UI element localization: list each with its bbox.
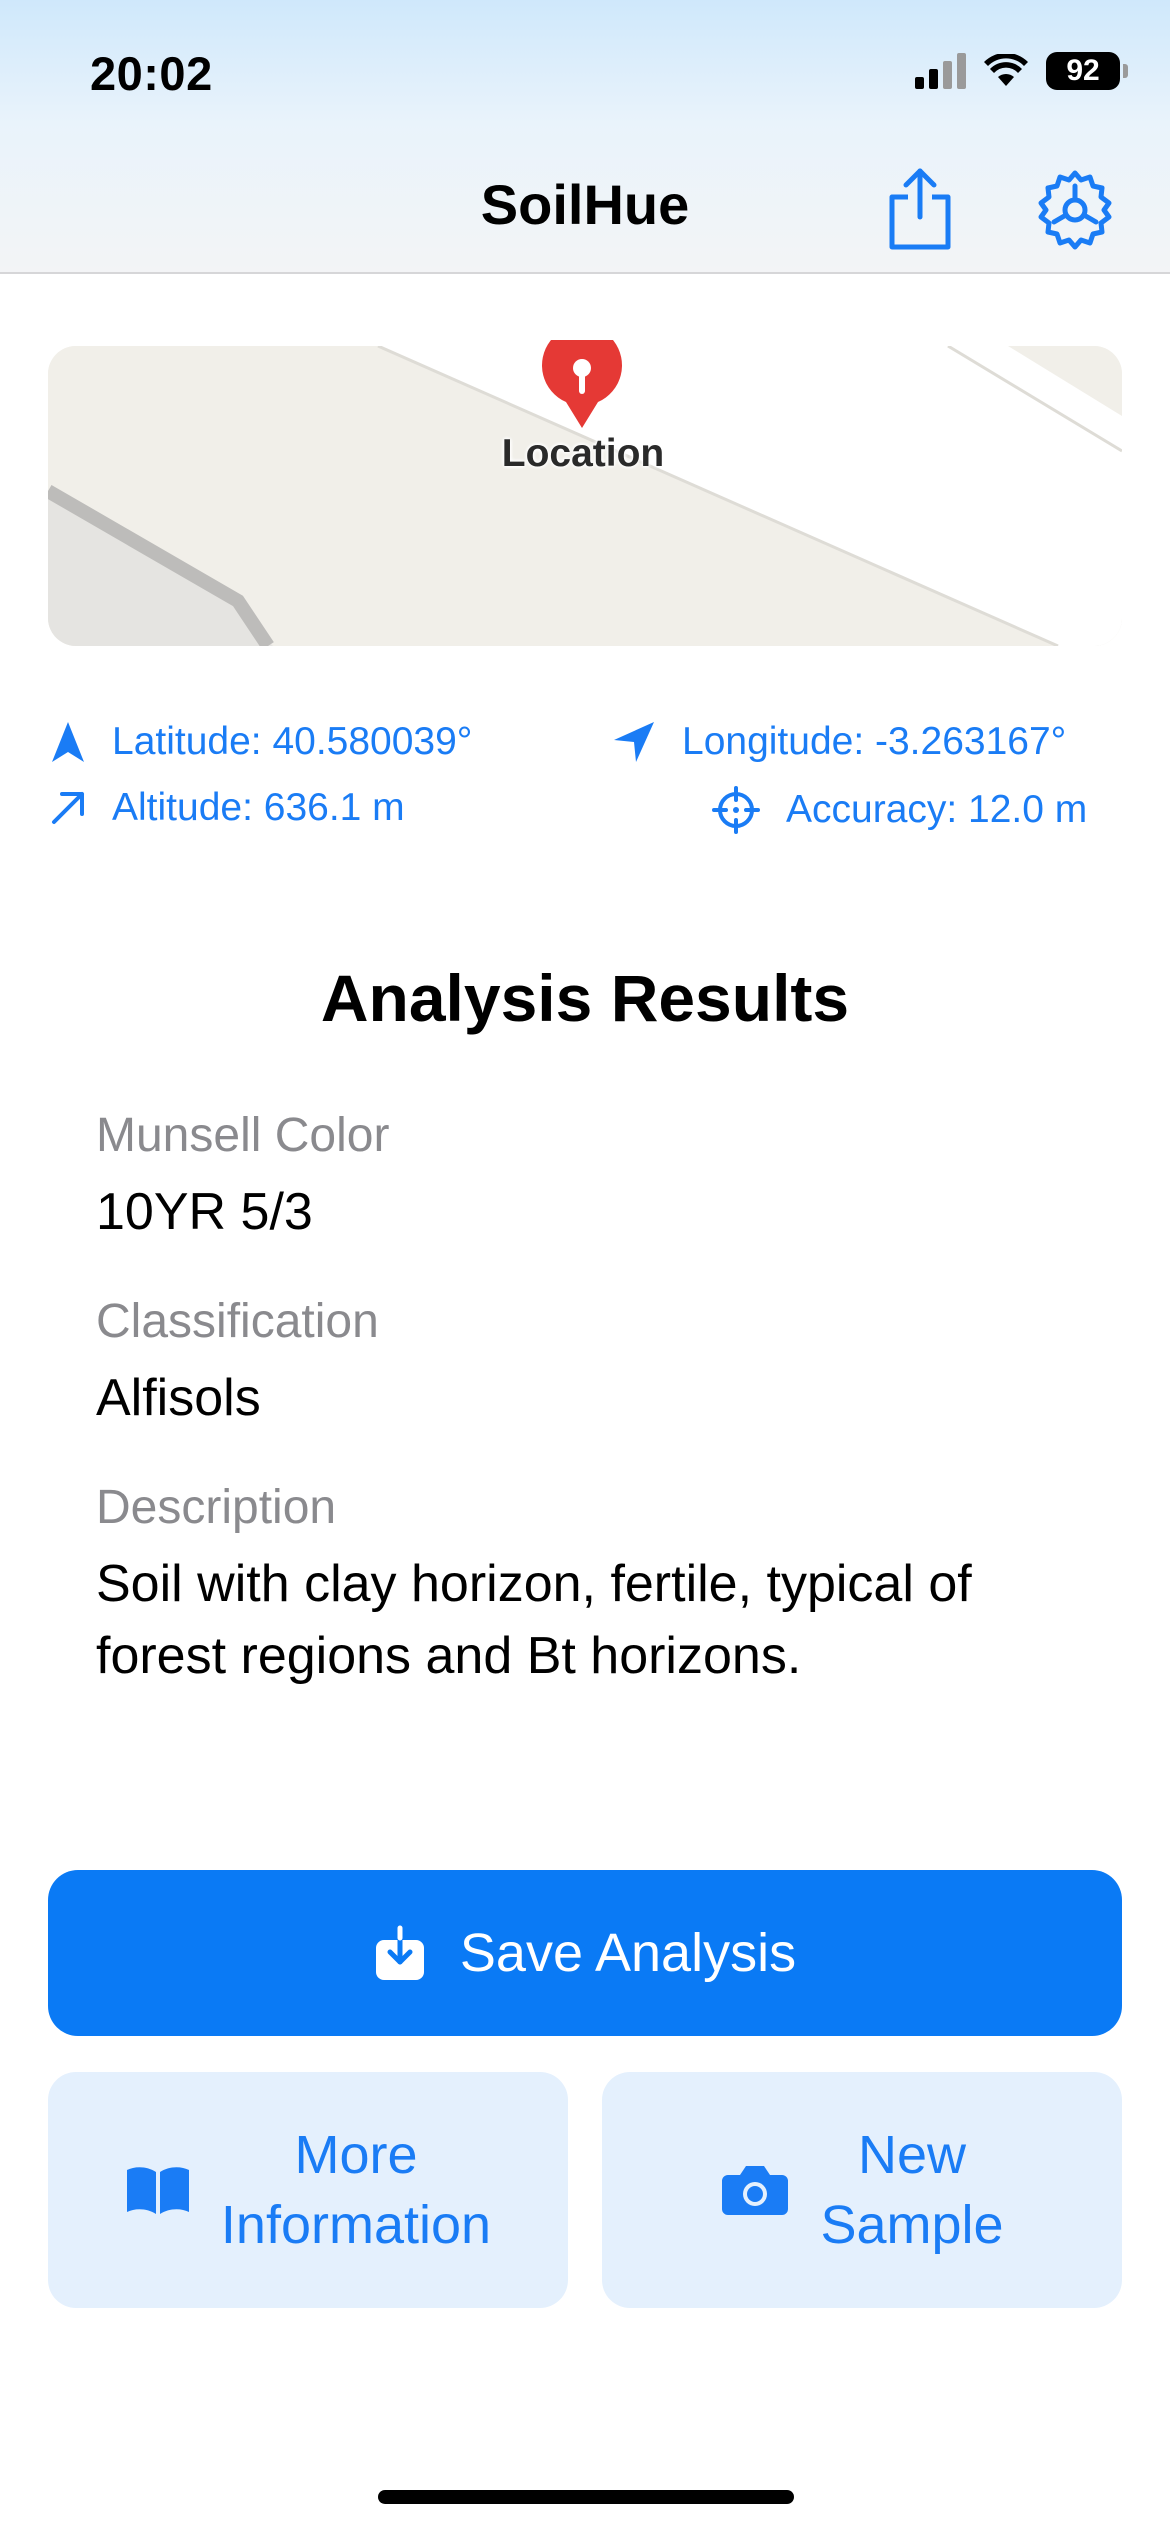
new-sample-line1: New [857,2125,967,2185]
classification-label: Classification [96,1295,379,1348]
results-title: Analysis Results [320,961,850,1035]
gear-icon[interactable] [1034,168,1116,250]
book-icon [126,2167,189,2214]
save-download-icon [375,1925,424,1980]
altitude-value: Altitude: 636.1 m [112,786,405,829]
latitude-value: Latitude: 40.580039° [112,720,473,763]
classification-value: Alfisols [96,1369,261,1427]
status-icons: 92 [915,52,1128,90]
location-arrow-icon [614,722,654,762]
more-information-line2: Information [220,2195,492,2255]
scope-icon [712,786,760,834]
munsell-value: 10YR 5/3 [96,1183,313,1241]
map-pin-label: Location [501,432,665,475]
longitude-value: Longitude: -3.263167° [682,720,1067,763]
accuracy-value: Accuracy: 12.0 m [786,788,1088,831]
home-indicator[interactable] [378,2490,794,2504]
signal-icon [915,53,966,89]
accuracy-row: Accuracy: 12.0 m [712,786,1087,834]
save-analysis-label: Save Analysis [459,1923,797,1983]
location-north-icon [52,722,84,762]
nav-title: SoilHue [480,173,690,236]
longitude-row: Longitude: -3.263167° [612,720,1066,764]
camera-icon [722,2166,789,2215]
description-value: Soil with clay horizon, fertile, typical… [96,1555,972,1685]
more-information-button[interactable]: More Information [48,2072,568,2308]
battery-icon: 92 [1046,52,1128,90]
more-information-line1: More [294,2125,418,2185]
top-bar: 20:02 92 SoilHue [0,0,1170,274]
new-sample-line2: Sample [820,2195,1004,2255]
arrow-up-right-icon [52,792,84,824]
new-sample-button[interactable]: New Sample [602,2072,1122,2308]
description-label: Description [96,1481,337,1534]
save-analysis-button[interactable]: Save Analysis [48,1870,1122,2036]
status-time: 20:02 [90,47,213,100]
wifi-icon [984,54,1028,88]
share-icon[interactable] [882,165,958,251]
altitude-row: Altitude: 636.1 m [50,786,405,830]
map-pin-icon[interactable] [538,340,626,430]
latitude-row: Latitude: 40.580039° [50,720,472,764]
munsell-label: Munsell Color [96,1109,390,1162]
